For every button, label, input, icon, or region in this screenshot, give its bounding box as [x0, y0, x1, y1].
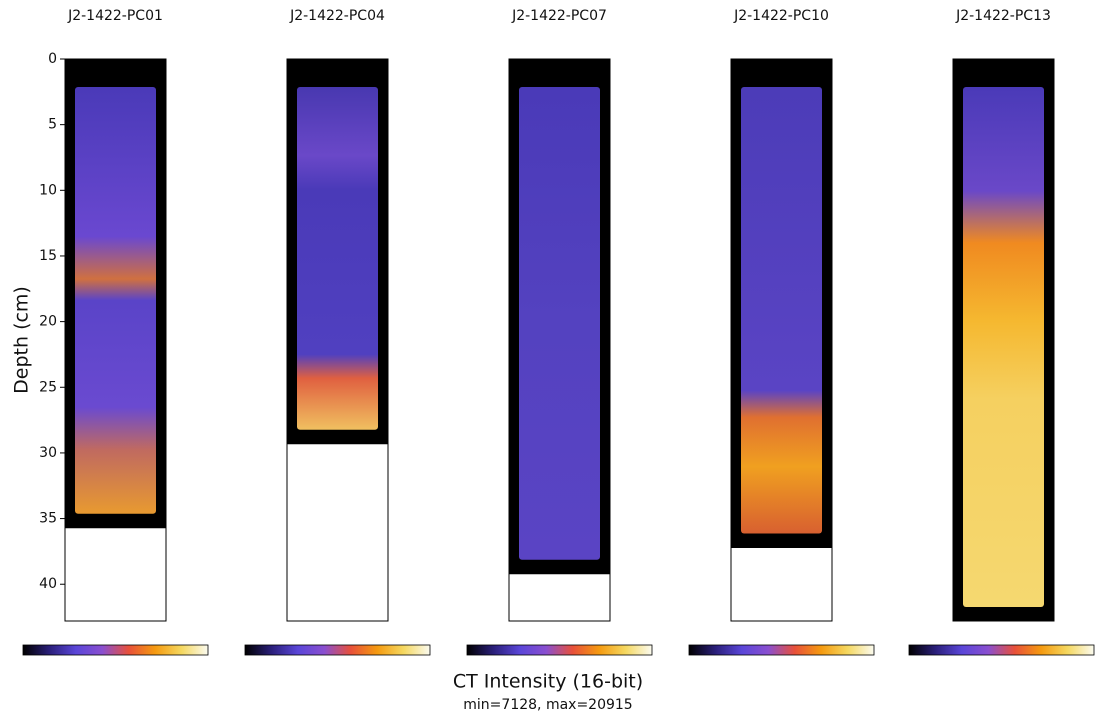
y-tick-label: 5 [48, 117, 57, 133]
core-title: J2-1422-PC13 [955, 8, 1051, 24]
colorbar-range: min=7128, max=20915 [463, 697, 632, 713]
colorbar [245, 645, 430, 655]
colorbar-label: CT Intensity (16-bit) [453, 671, 643, 693]
y-tick-label: 40 [39, 576, 57, 592]
core-sediment [963, 87, 1044, 607]
y-tick-label: 15 [39, 248, 57, 264]
core-title: J2-1422-PC10 [733, 8, 829, 24]
colorbar [467, 645, 652, 655]
y-tick-label: 0 [48, 51, 57, 67]
y-axis-label: Depth (cm) [11, 286, 33, 394]
y-tick-label: 25 [39, 379, 57, 395]
core-title: J2-1422-PC04 [289, 8, 385, 24]
core-sediment [297, 87, 378, 430]
core-title: J2-1422-PC07 [511, 8, 607, 24]
figure: Depth (cm) CT Intensity (16-bit) min=712… [0, 0, 1097, 721]
colorbar [689, 645, 874, 655]
core-sediment [75, 87, 156, 514]
y-tick-label: 20 [39, 314, 57, 330]
colorbar [909, 645, 1094, 655]
colorbar [23, 645, 208, 655]
y-tick-label: 10 [39, 182, 57, 198]
y-tick-label: 30 [39, 445, 57, 461]
core-sediment [519, 87, 600, 560]
y-tick-label: 35 [39, 511, 57, 527]
core-title: J2-1422-PC01 [67, 8, 163, 24]
core-sediment [741, 87, 822, 533]
